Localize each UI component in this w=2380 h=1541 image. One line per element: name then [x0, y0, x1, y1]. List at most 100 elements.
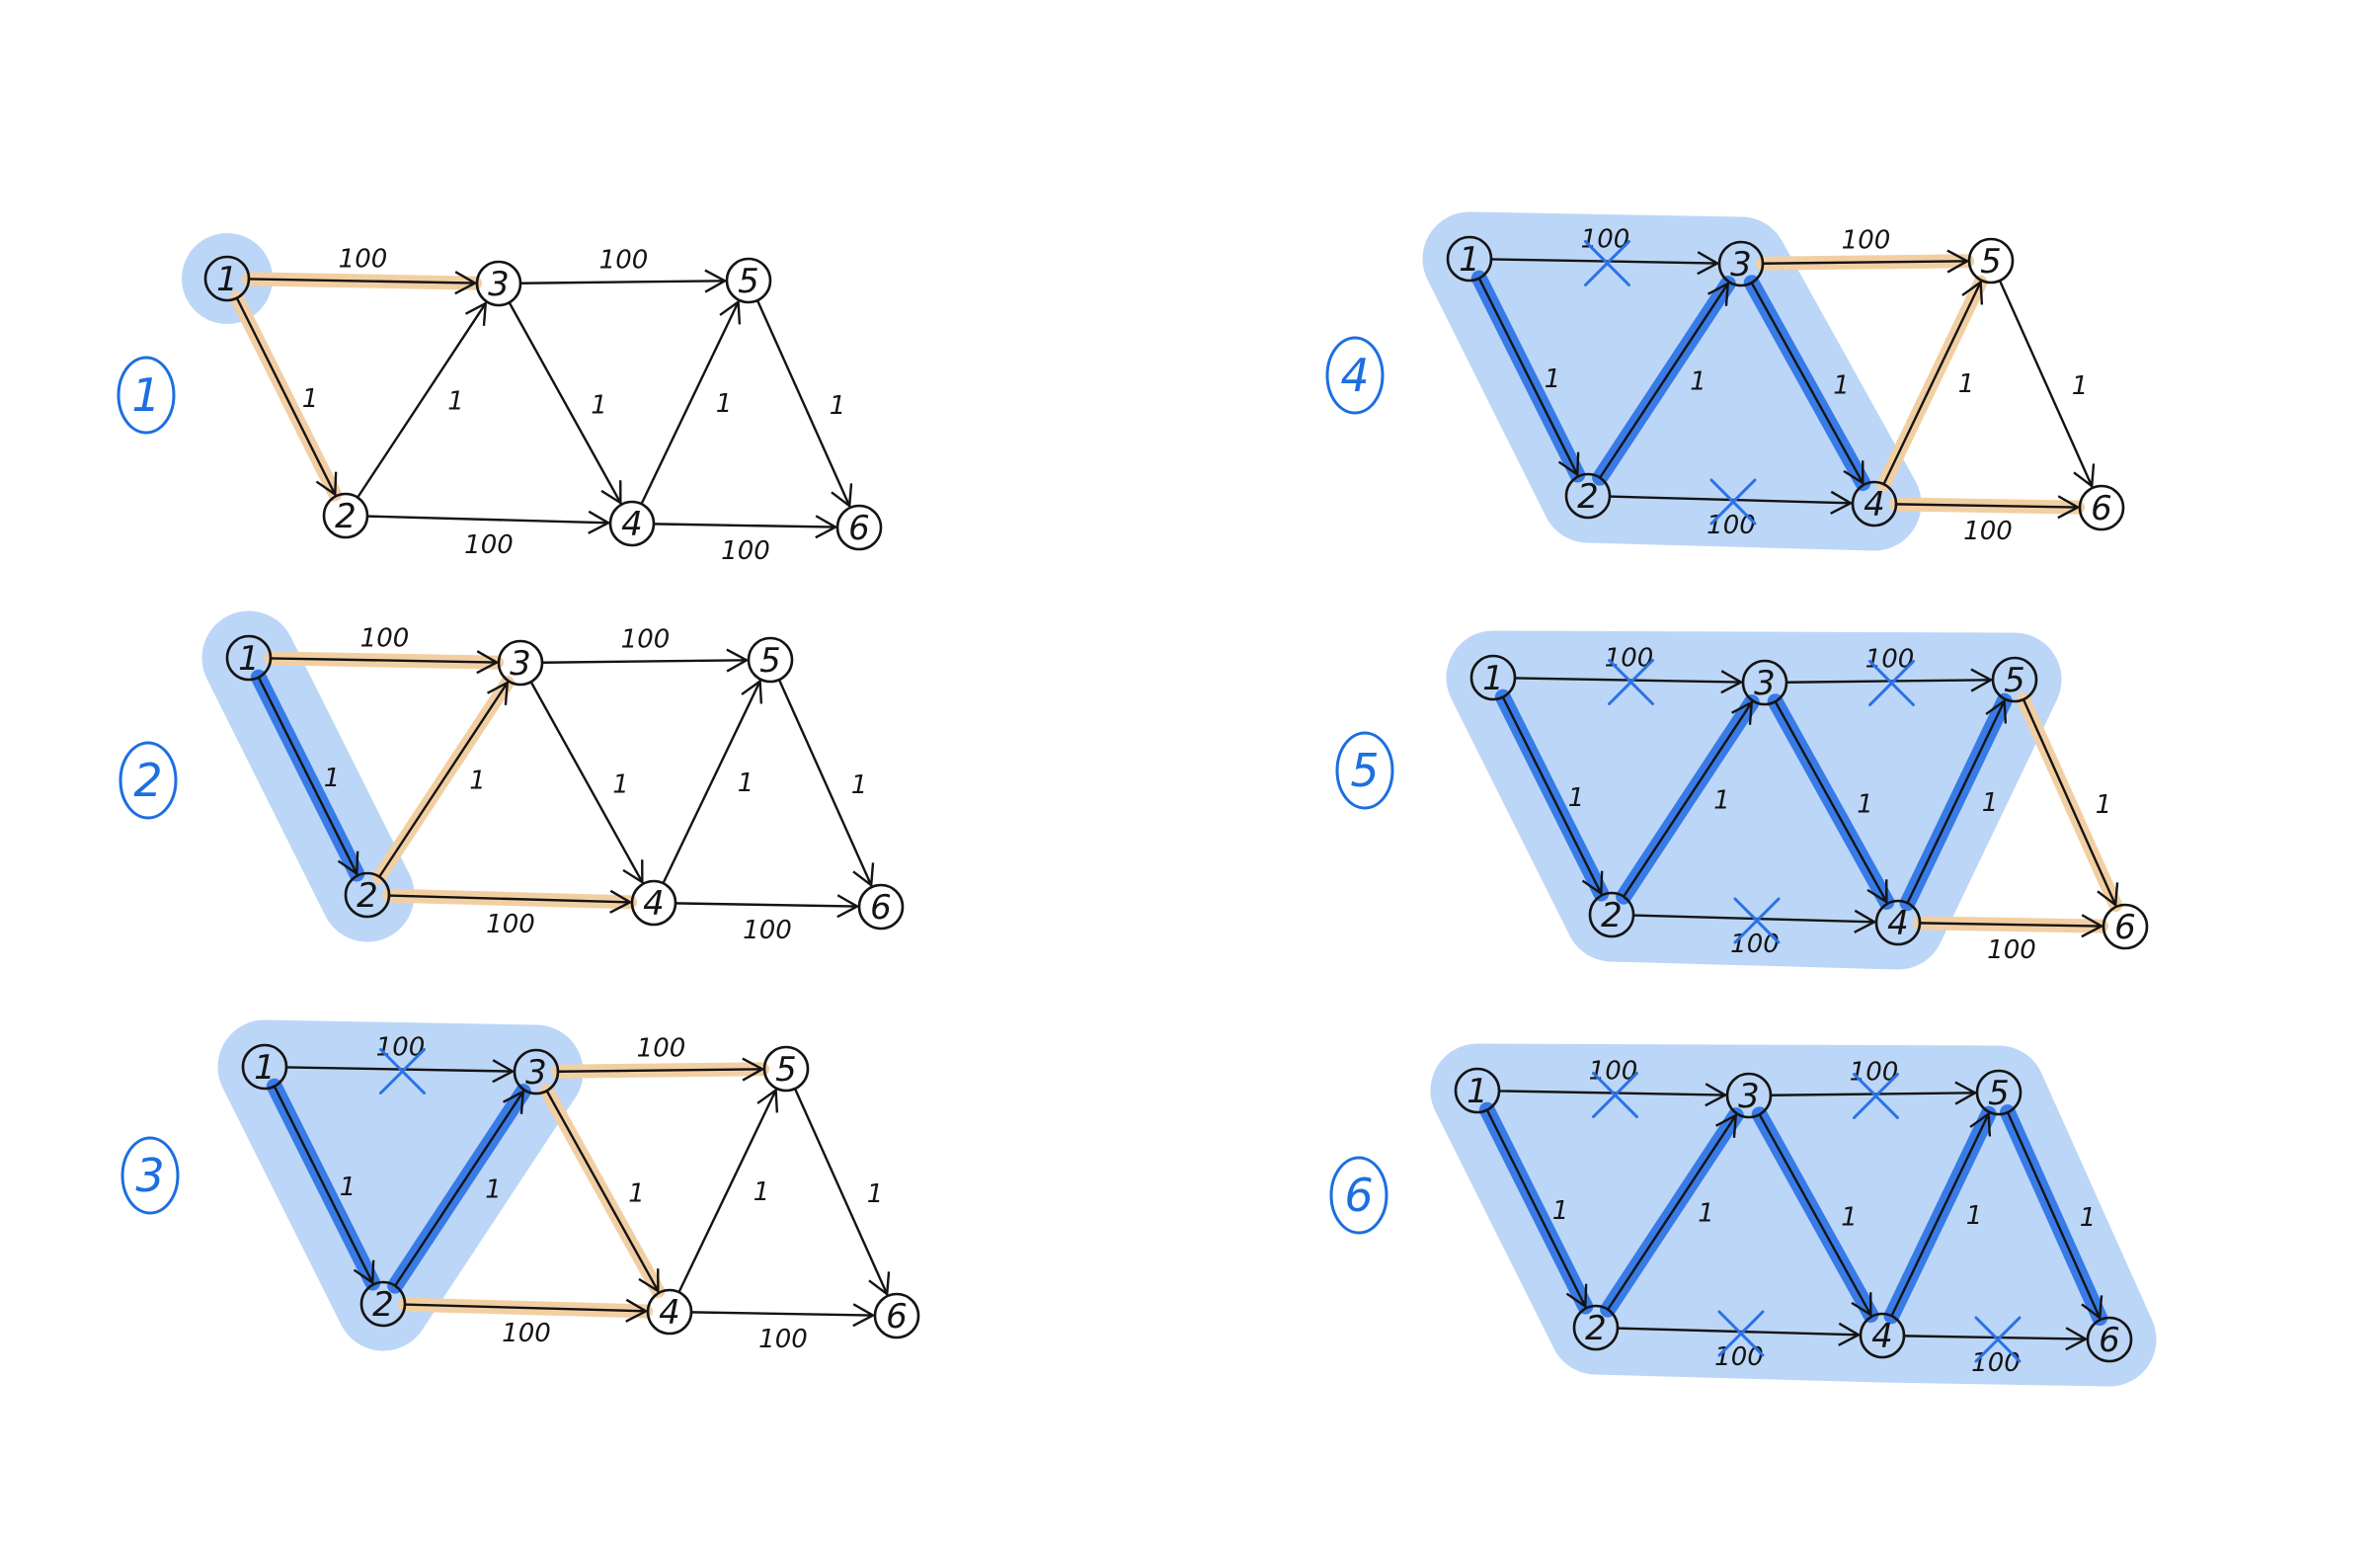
node-circle: [513, 1048, 560, 1095]
edge-4-5: 1: [677, 1089, 779, 1294]
discarded-edge-cross: [1717, 1310, 1765, 1357]
edge-line: [2006, 1110, 2102, 1320]
edge-1-3: 100: [1489, 225, 1719, 286]
step-number: 6: [1344, 1169, 1373, 1222]
node-1: 1: [1446, 235, 1493, 283]
edge-2-3: 1: [356, 301, 487, 499]
node-circle: [646, 1288, 693, 1336]
edge-weight-label: 100: [339, 245, 388, 275]
discarded-edge-cross: [1592, 1072, 1638, 1118]
edge-2-3: 1: [1600, 1107, 1744, 1318]
arrowhead: [2065, 1327, 2088, 1351]
node-3: 3: [1741, 659, 1788, 706]
edge-5-6: 1: [1998, 279, 2096, 488]
edge-weight-label: 100: [486, 910, 535, 939]
node-circle: [203, 255, 251, 302]
edge-line: [273, 1085, 374, 1284]
edge-3-4: 1: [1751, 1106, 1879, 1324]
node-circle: [1859, 1312, 1906, 1359]
node-label: 1: [238, 639, 260, 679]
edge-line: [2022, 697, 2117, 907]
edge-line: [777, 678, 873, 887]
node-2: 2: [1572, 1304, 1620, 1351]
edge-line: [1906, 699, 2006, 905]
edge-weight-label: 1: [1698, 1199, 1714, 1229]
node-circle: [1717, 240, 1765, 287]
node-4: 4: [1859, 1312, 1906, 1359]
node-circle: [2102, 903, 2149, 950]
edge-line: [1882, 281, 1982, 486]
node-5: 5: [762, 1045, 810, 1093]
arrowhead: [337, 851, 359, 875]
arrowhead: [1707, 282, 1729, 306]
node-3: 3: [513, 1048, 560, 1095]
step-label-circle: [1335, 731, 1394, 810]
edge-weight-label: 100: [599, 246, 649, 276]
node-1: 1: [241, 1043, 288, 1091]
edge-weight-label: 100: [502, 1319, 551, 1348]
edge-1-3: 100: [241, 245, 483, 295]
edge-line: [403, 1303, 648, 1313]
node-label: 6: [870, 888, 892, 928]
node-label: 4: [621, 505, 643, 544]
step-label: 2: [119, 741, 178, 820]
arrowhead: [1946, 249, 1969, 274]
arrowhead: [2081, 914, 2103, 938]
discarded-edge-cross: [1868, 660, 1915, 706]
edge-4-6: 100: [689, 1303, 875, 1354]
edge-1-2: 1: [1478, 1101, 1594, 1315]
arrowhead: [1731, 700, 1753, 725]
node-circle: [762, 1045, 810, 1093]
edge-weight-label: 1: [1841, 1203, 1858, 1233]
edge-line: [652, 523, 837, 528]
arrowhead: [1715, 1113, 1737, 1138]
node-circle: [1446, 235, 1493, 283]
edge-2-3: 1: [1592, 276, 1736, 486]
edge-weight-label: 1: [1958, 369, 1975, 399]
edge-weight-label: 1: [1568, 783, 1585, 813]
edge-5-6: 1: [1999, 1104, 2108, 1327]
node-label: 4: [659, 1293, 680, 1333]
edge-2-4: 100: [365, 510, 610, 560]
edge-3-4: 1: [508, 301, 622, 505]
step-number: 5: [1350, 744, 1379, 797]
edge-weight-label: 1: [2080, 1203, 2097, 1233]
edge-2-4: 100: [381, 888, 638, 939]
edge-4-5: 1: [662, 680, 763, 885]
edge-3-5: 100: [550, 1034, 770, 1082]
edge-2-4: 100: [1616, 1310, 1861, 1372]
edge-3-4: 1: [529, 681, 644, 884]
arrowhead: [2073, 463, 2096, 488]
edge-line: [1622, 700, 1753, 898]
edge-5-6: 1: [793, 1087, 891, 1296]
node-label: 4: [1887, 904, 1909, 943]
node-label: 2: [372, 1285, 394, 1325]
edge-line: [1774, 700, 1888, 904]
arrowhead: [1843, 460, 1864, 485]
node-label: 4: [1864, 485, 1885, 525]
edge-3-5: 100: [518, 246, 727, 293]
edge-weight-label: 100: [1963, 517, 2013, 546]
node-circle: [344, 871, 391, 919]
node-circle: [857, 883, 905, 931]
arrowhead: [815, 515, 837, 539]
node-4: 4: [1874, 899, 1922, 946]
edge-line: [1761, 260, 1969, 265]
node-2: 2: [344, 871, 391, 919]
step-number: 2: [133, 754, 162, 807]
edge-4-5: 1: [1899, 692, 2013, 912]
edge-line: [662, 680, 761, 885]
discarded-edge-cross: [379, 1048, 426, 1095]
node-label: 1: [1467, 1072, 1488, 1111]
node-label: 6: [2099, 1321, 2120, 1360]
node-label: 6: [848, 509, 870, 548]
edge-4-6: 100: [652, 515, 837, 566]
node-1: 1: [225, 634, 273, 682]
arrowhead: [2057, 495, 2080, 520]
edge-line: [1758, 1113, 1872, 1317]
node-label: 6: [2091, 489, 2112, 528]
edge-weight-label: 1: [591, 391, 607, 421]
node-2: 2: [322, 492, 369, 539]
edge-weight-label: 1: [302, 384, 319, 414]
